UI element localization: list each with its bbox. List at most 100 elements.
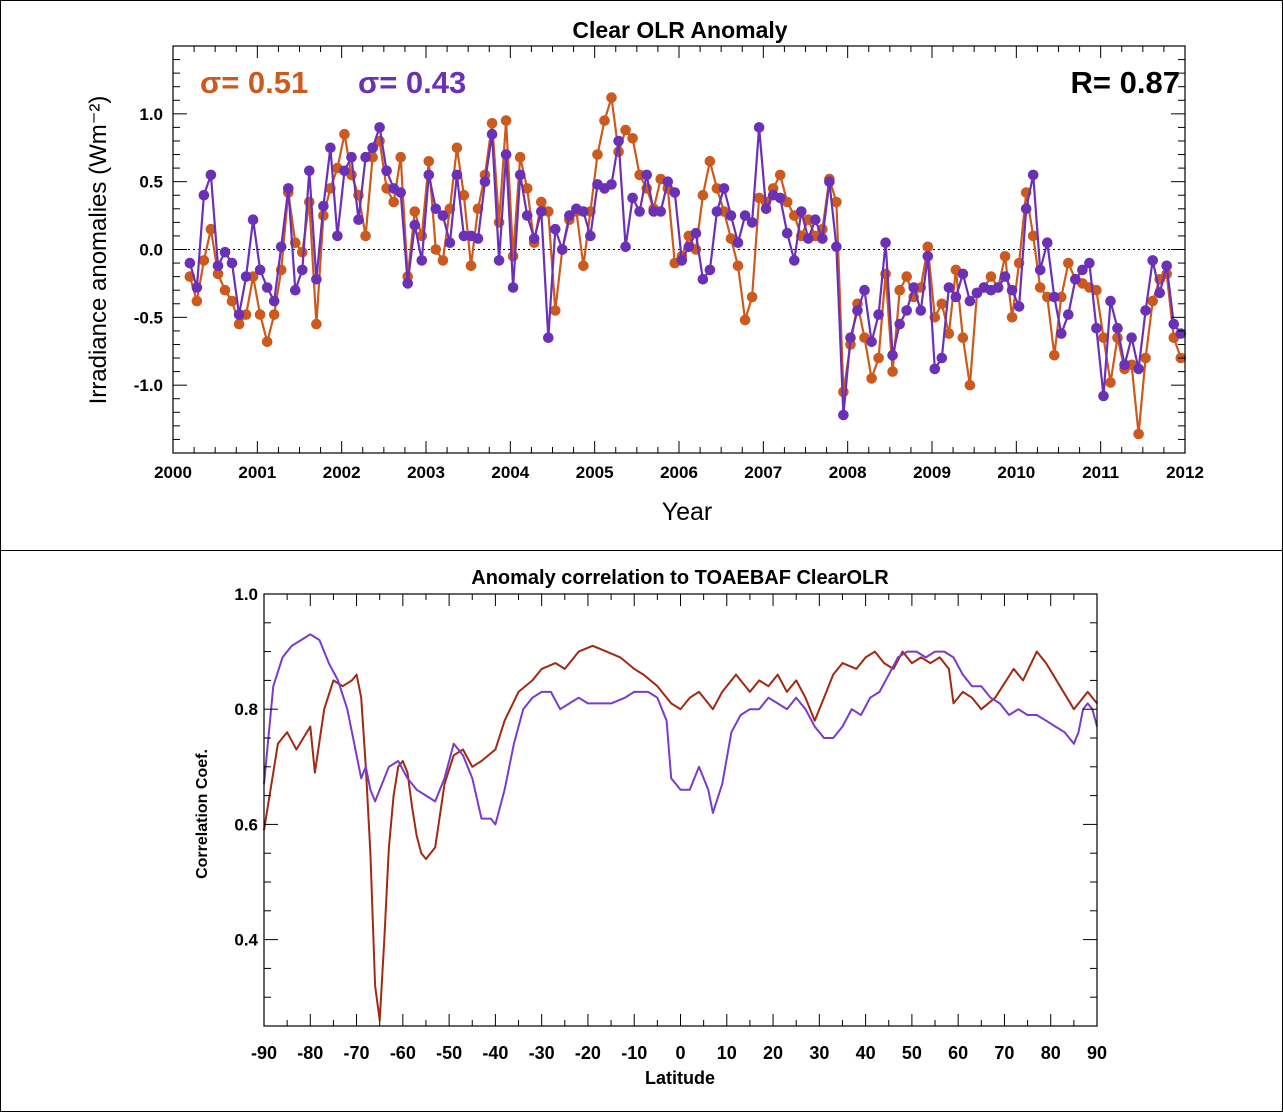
data-point [346,151,357,163]
data-point [1049,350,1060,361]
x-tick-label: 2001 [238,463,276,482]
x-tick-label: 2006 [660,463,698,482]
data-point [578,206,589,217]
data-point [557,244,568,255]
data-point [725,210,737,221]
data-point [824,176,835,187]
top-chart-title: Clear OLR Anomaly [572,17,787,43]
data-point [367,142,378,154]
data-point [936,352,948,364]
correlation-r-label: R= 0.87 [1071,65,1180,100]
data-point [261,336,273,348]
data-point [922,241,934,253]
data-point [536,196,547,208]
data-point [796,206,807,217]
bottom-chart-series [263,633,1098,1022]
data-point [521,183,533,194]
data-point [887,366,898,377]
data-point [1126,332,1137,344]
data-point [437,255,449,266]
data-point [655,206,666,217]
x-tick-label: -80 [297,1043,323,1063]
data-point [486,118,498,129]
data-point [444,237,456,248]
data-point [922,250,934,262]
top-chart-ticks [172,46,1186,453]
data-point [887,350,898,361]
data-point [1133,363,1144,375]
data-point [627,192,638,204]
data-point [760,203,772,215]
data-point [1084,257,1095,269]
x-tick-label: -90 [251,1043,277,1063]
x-tick-label: 40 [856,1043,876,1063]
data-point [536,206,547,217]
data-point [831,196,842,208]
data-point [261,282,273,293]
data-point [641,169,652,181]
data-point [304,196,315,208]
bottom-y-tick-labels: 0.4 0.6 0.8 1.0 [234,585,258,950]
x-tick-label: 2010 [997,463,1035,482]
sigma-purple-label: σ= 0.43 [358,65,466,100]
data-point [486,128,498,140]
data-point [219,246,231,258]
data-point [936,298,948,310]
data-point [1147,255,1158,266]
data-point [1140,352,1151,364]
data-point [254,309,266,320]
series-line-darkred [263,644,1098,1022]
data-point [746,291,758,303]
data-point [332,230,343,242]
data-point [430,203,442,215]
x-tick-label: 2012 [1166,463,1204,482]
data-point [528,233,540,244]
data-point [268,309,280,320]
data-point [880,237,891,248]
data-point [451,142,463,154]
data-point [409,219,421,231]
data-point [550,223,561,235]
data-point [500,115,512,126]
data-point [634,206,645,217]
data-point [774,169,786,181]
data-point [297,264,308,276]
data-point [1112,322,1123,334]
data-point [1042,237,1053,248]
data-point [219,284,231,296]
data-point [683,241,695,253]
data-point [866,336,877,348]
data-point [304,165,315,177]
data-point [233,318,245,330]
data-point [1140,305,1151,316]
data-point [1154,287,1165,299]
x-tick-label: 2007 [744,463,782,482]
data-point [1077,264,1088,276]
x-tick-label: 2011 [1082,463,1119,482]
data-point [254,264,266,276]
data-point [1168,318,1180,330]
data-point [290,284,301,296]
data-point [493,255,505,266]
data-point [606,92,617,103]
x-tick-label: 30 [809,1043,829,1063]
x-tick-label: 2009 [913,463,951,482]
data-point [1098,390,1109,402]
data-point [212,260,224,272]
x-tick-label: -60 [390,1043,416,1063]
data-point [908,282,919,293]
x-tick-label: -30 [529,1043,555,1063]
data-point [669,187,681,198]
data-point [212,268,224,280]
data-point [739,210,751,221]
x-tick-label: 20 [763,1043,783,1063]
x-tick-label: -70 [344,1043,370,1063]
data-point [732,260,744,272]
data-point [437,210,449,221]
data-point [353,214,364,225]
data-point [198,255,210,266]
x-tick-label: 50 [902,1043,922,1063]
y-tick-label: 0.6 [234,815,258,834]
